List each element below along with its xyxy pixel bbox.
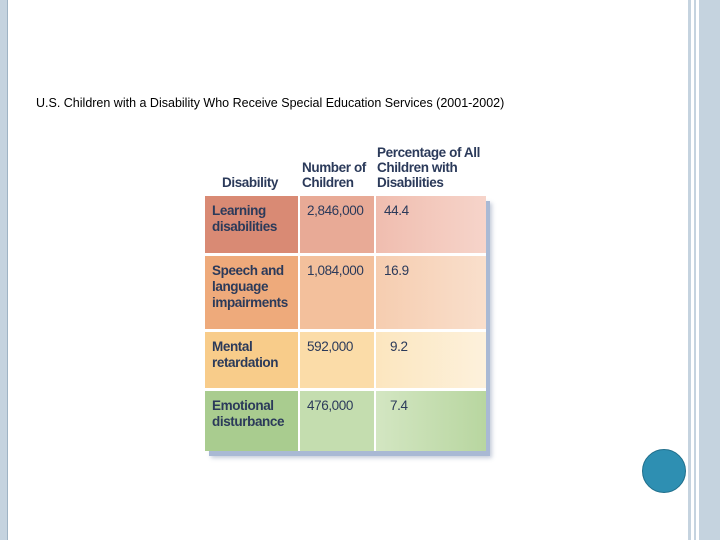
slide-left-border [0, 0, 8, 540]
cell-disability: Mental retardation [205, 332, 298, 388]
cell-number: 1,084,000 [298, 256, 374, 329]
table-header: Disability Number of Children Percentage… [205, 140, 486, 196]
header-percentage: Percentage of All Children with Disabili… [377, 145, 480, 190]
table-row: Emotional disturbance 476,000 7.4 [205, 391, 486, 451]
percentage-value: 16.9 [384, 263, 409, 278]
decorative-circle [642, 449, 686, 493]
slide-title: U.S. Children with a Disability Who Rece… [36, 96, 505, 110]
cell-percentage: 7.4 [374, 391, 486, 451]
slide-right-stripe [694, 0, 696, 540]
slide-right-stripe [688, 0, 691, 540]
table-body: Learning disabilities 2,846,000 44.4 Spe… [205, 196, 486, 451]
cell-percentage: 44.4 [374, 196, 486, 253]
disability-table: Disability Number of Children Percentage… [205, 140, 486, 451]
slide-right-bar [699, 0, 720, 540]
cell-percentage: 16.9 [374, 256, 486, 329]
header-number: Number of Children [302, 160, 366, 190]
table-row: Mental retardation 592,000 9.2 [205, 332, 486, 391]
cell-disability: Speech and language impairments [205, 256, 298, 329]
cell-percentage: 9.2 [374, 332, 486, 388]
cell-number: 476,000 [298, 391, 374, 451]
table-row: Speech and language impairments 1,084,00… [205, 256, 486, 332]
cell-disability: Emotional disturbance [205, 391, 298, 451]
cell-number: 2,846,000 [298, 196, 374, 253]
cell-disability: Learning disabilities [205, 196, 298, 253]
percentage-value: 9.2 [390, 339, 408, 354]
percentage-value: 44.4 [384, 203, 409, 218]
cell-number: 592,000 [298, 332, 374, 388]
percentage-value: 7.4 [390, 398, 408, 413]
header-disability: Disability [222, 175, 279, 190]
table-row: Learning disabilities 2,846,000 44.4 [205, 196, 486, 256]
